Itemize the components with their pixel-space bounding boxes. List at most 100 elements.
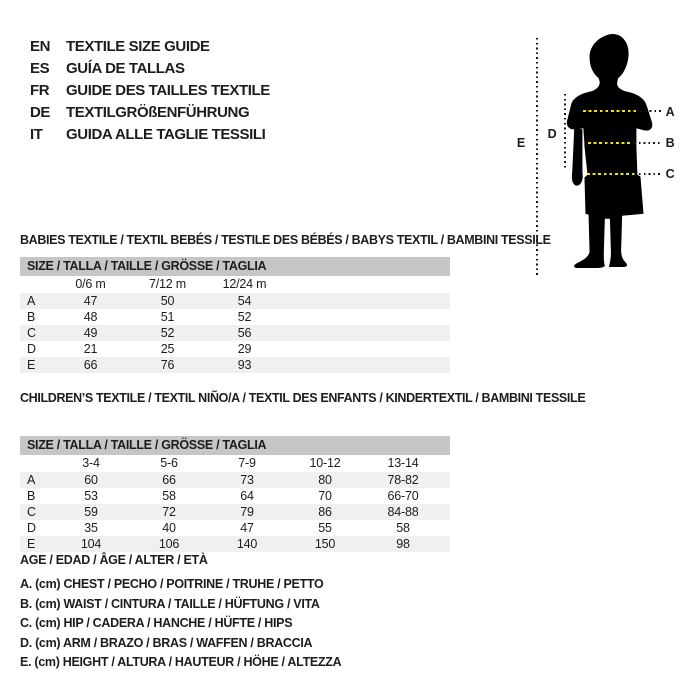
value-cell: 93 xyxy=(237,358,252,372)
value-cell: 56 xyxy=(237,326,252,340)
row-label-cell: D xyxy=(27,342,36,356)
language-label: GUIDE DES TAILLES TEXTILE xyxy=(66,82,270,99)
row-label-cell xyxy=(20,455,52,472)
label-b: B xyxy=(665,136,675,150)
row-label-cell: C xyxy=(27,505,36,519)
legend-item: C. (cm) HIP / CADERA / HANCHE / HÜFTE / … xyxy=(20,616,293,630)
value-cell: 76 xyxy=(160,358,175,372)
waist-measure-line-b xyxy=(588,142,631,145)
column-header-cell: 5-6 xyxy=(160,456,178,470)
table-row: D 21 25 29 xyxy=(20,341,450,357)
leader-line-b xyxy=(634,142,662,144)
row-label-cell: B xyxy=(27,489,36,503)
value-cell: 47 xyxy=(240,521,254,535)
legend-items: A. (cm) CHEST / PECHO / POITRINE / TRUHE… xyxy=(20,575,342,673)
size-header-bar: SIZE / TALLA / TAILLE / GRÖSSE / TAGLIA xyxy=(20,257,450,276)
value-cell: 73 xyxy=(240,473,254,487)
value-cell: 98 xyxy=(396,537,410,551)
value-cell: 66-70 xyxy=(387,489,419,503)
label-e: E xyxy=(516,136,526,150)
value-cell: 59 xyxy=(84,505,98,519)
value-cell: 86 xyxy=(318,505,332,519)
value-cell: 55 xyxy=(318,521,332,535)
value-cell: 70 xyxy=(318,489,332,503)
value-cell: 50 xyxy=(160,294,175,308)
size-header-bar: SIZE / TALLA / TAILLE / GRÖSSE / TAGLIA xyxy=(20,436,450,455)
language-code: IT xyxy=(30,126,43,143)
language-row: IT GUIDA ALLE TAGLIE TESSILI xyxy=(30,124,270,146)
column-header-cell: 10-12 xyxy=(309,456,341,470)
language-code: EN xyxy=(30,38,51,55)
value-cell: 25 xyxy=(160,342,175,356)
height-measure-line-e xyxy=(536,38,538,276)
label-c: C xyxy=(665,167,675,181)
value-cell: 52 xyxy=(237,310,252,324)
legend-item: E. (cm) HEIGHT / ALTURA / HAUTEUR / HÖHE… xyxy=(20,655,342,669)
children-section-title: CHILDREN’S TEXTILE / TEXTIL NIÑO/A / TEX… xyxy=(20,391,586,405)
column-header-cell: 7-9 xyxy=(238,456,256,470)
value-cell: 48 xyxy=(83,310,98,324)
babies-section-title: BABIES TEXTILE / TEXTIL BEBÉS / TESTILE … xyxy=(20,233,551,247)
row-label-cell: B xyxy=(27,310,36,324)
row-label-cell: C xyxy=(27,326,36,340)
language-row: ES GUÍA DE TALLAS xyxy=(30,58,270,80)
value-cell: 60 xyxy=(84,473,98,487)
value-cell: 66 xyxy=(162,473,176,487)
chest-measure-line-a xyxy=(583,110,638,113)
legend-age-line: AGE / EDAD / ÂGE / ALTER / ETÀ xyxy=(20,553,208,567)
value-cell: 66 xyxy=(83,358,98,372)
language-label: TEXTILE SIZE GUIDE xyxy=(66,38,210,55)
measurement-legend: AGE / EDAD / ÂGE / ALTER / ETÀ A. (cm) C… xyxy=(20,551,342,673)
value-cell: 106 xyxy=(158,537,180,551)
value-cell: 72 xyxy=(162,505,176,519)
arm-measure-line-d xyxy=(564,94,566,169)
table-row: E 66 76 93 xyxy=(20,357,450,373)
value-cell: 49 xyxy=(83,326,98,340)
language-label: GUIDA ALLE TAGLIE TESSILI xyxy=(66,126,266,143)
column-header-cell: 13-14 xyxy=(387,456,419,470)
value-cell: 21 xyxy=(83,342,98,356)
row-label-cell: E xyxy=(27,358,36,372)
language-row: FR GUIDE DES TAILLES TEXTILE xyxy=(30,80,270,102)
value-cell: 80 xyxy=(318,473,332,487)
value-cell: 51 xyxy=(160,310,175,324)
language-label: GUÍA DE TALLAS xyxy=(66,60,185,77)
row-label-cell: D xyxy=(27,521,36,535)
language-code: ES xyxy=(30,60,50,77)
table-row: B 48 51 52 xyxy=(20,309,450,325)
language-code: DE xyxy=(30,104,51,121)
value-cell: 58 xyxy=(162,489,176,503)
label-d: D xyxy=(547,127,557,141)
language-row: EN TEXTILE SIZE GUIDE xyxy=(30,36,270,58)
language-code: FR xyxy=(30,82,50,99)
leader-line-c xyxy=(639,173,662,175)
value-cell: 29 xyxy=(237,342,252,356)
table-row: C 59 72 79 86 84-88 xyxy=(20,504,450,520)
babies-size-table: SIZE / TALLA / TAILLE / GRÖSSE / TAGLIA 0… xyxy=(20,257,450,373)
language-label: TEXTILGRÖßENFÜHRUNG xyxy=(66,104,250,121)
column-header-row: 0/6 m 7/12 m 12/24 m xyxy=(20,276,450,293)
column-header-row: 3-4 5-6 7-9 10-12 13-14 xyxy=(20,455,450,472)
legend-item: B. (cm) WAIST / CINTURA / TAILLE / HÜFTU… xyxy=(20,596,320,611)
value-cell: 79 xyxy=(240,505,254,519)
child-silhouette-illustration xyxy=(566,33,653,268)
label-a: A xyxy=(665,105,675,119)
value-cell: 58 xyxy=(396,521,410,535)
value-cell: 104 xyxy=(80,537,102,551)
legend-item: D. (cm) ARM / BRAZO / BRAS / WAFFEN / BR… xyxy=(20,635,313,650)
value-cell: 35 xyxy=(84,521,98,535)
children-size-table: SIZE / TALLA / TAILLE / GRÖSSE / TAGLIA 3… xyxy=(20,436,450,552)
value-cell: 150 xyxy=(314,537,336,551)
row-label-cell xyxy=(20,276,52,293)
value-cell: 40 xyxy=(162,521,176,535)
value-cell: 140 xyxy=(236,537,258,551)
value-cell: 84-88 xyxy=(387,505,419,519)
row-label-cell: A xyxy=(27,473,36,487)
legend-item: A. (cm) CHEST / PECHO / POITRINE / TRUHE… xyxy=(20,577,324,591)
table-row: D 35 40 47 55 58 xyxy=(20,520,450,536)
row-label-cell: E xyxy=(27,537,36,551)
row-label-cell: A xyxy=(27,294,36,308)
table-row: C 49 52 56 xyxy=(20,325,450,341)
column-header-cell: 7/12 m xyxy=(148,277,186,291)
table-row: B 53 58 64 70 66-70 xyxy=(20,488,450,504)
